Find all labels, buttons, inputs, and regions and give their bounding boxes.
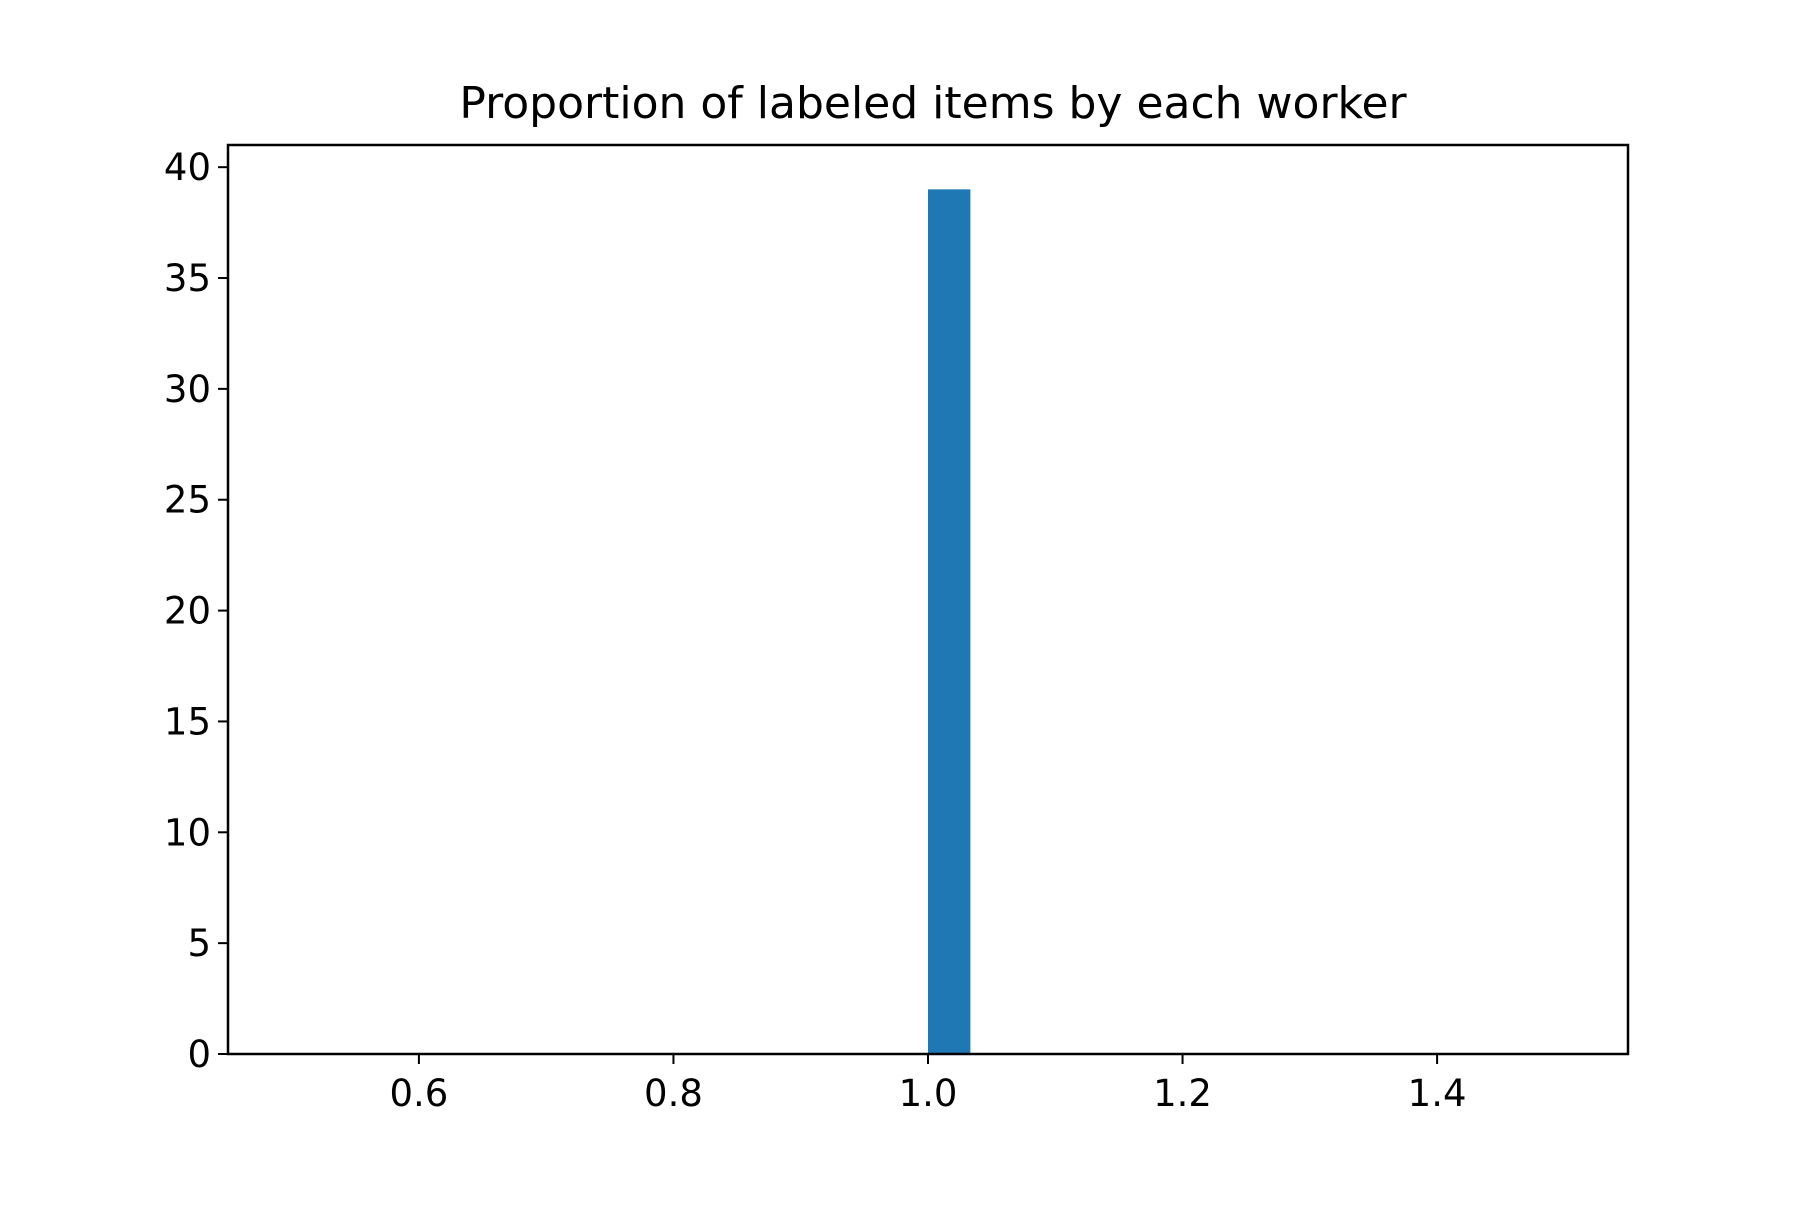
y-tick-label: 5 <box>187 922 211 965</box>
chart-title: Proportion of labeled items by each work… <box>459 78 1407 129</box>
y-tick-label: 15 <box>164 700 211 743</box>
y-tick-label: 20 <box>164 590 211 633</box>
y-tick-label: 35 <box>164 257 211 300</box>
y-axis: 0 5 10 15 20 25 30 35 40 <box>164 146 228 1076</box>
x-tick-label: 1.2 <box>1153 1072 1212 1115</box>
x-tick-label: 1.0 <box>899 1072 958 1115</box>
y-tick-label: 10 <box>164 811 211 854</box>
histogram-bar-0 <box>928 189 971 1055</box>
x-tick-label: 0.6 <box>389 1072 448 1115</box>
x-tick-label: 1.4 <box>1408 1072 1467 1115</box>
bars-layer <box>928 189 971 1055</box>
y-tick-label: 0 <box>187 1033 211 1076</box>
y-tick-label: 30 <box>164 368 211 411</box>
x-tick-label: 0.8 <box>644 1072 703 1115</box>
y-tick-label: 40 <box>164 146 211 189</box>
y-tick-label: 25 <box>164 479 211 522</box>
plot-area-frame <box>226 143 1630 1056</box>
x-axis: 0.6 0.8 1.0 1.2 1.4 <box>389 1054 1467 1115</box>
